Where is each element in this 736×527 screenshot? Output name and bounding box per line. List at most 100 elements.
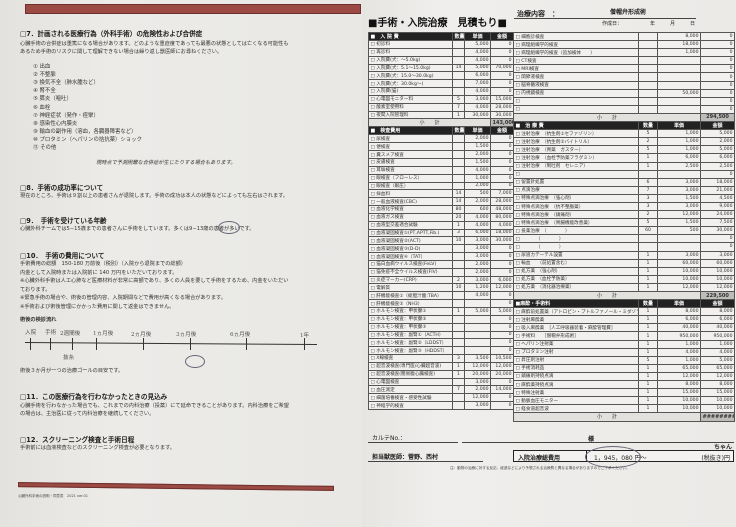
item-qty: 1	[452, 220, 465, 230]
item-qty	[452, 87, 465, 96]
subtotal-amount: 229,500	[700, 290, 735, 301]
item-qty: 2	[452, 275, 465, 285]
line-item-row: □ 血液化学検査 80 600 48,000	[368, 205, 514, 214]
item-name: □ ホルモン検査：甲状腺②	[368, 314, 453, 324]
item-name: □ ヘパリン注射薬	[513, 339, 639, 349]
column-header-amount: 金額	[490, 126, 514, 136]
item-name: □ 特殊注射薬	[513, 388, 639, 398]
item-name: □ 手術消耗品	[513, 363, 639, 373]
item-amount: 65,000	[700, 363, 735, 373]
item-qty	[452, 291, 465, 301]
item-amount: 0	[700, 64, 735, 74]
timeline-below-label: 抜糸	[63, 355, 75, 361]
item-amount: 0	[490, 134, 514, 144]
item-name: □ 留置針処置	[513, 177, 639, 187]
item-amount: 2,500	[700, 161, 735, 171]
timeline-tick	[190, 338, 191, 350]
item-qty: 3	[452, 354, 465, 363]
timeline-line	[25, 341, 317, 346]
item-amount: 10,500	[490, 354, 514, 363]
line-item-row: □ 血液型交差適合試験 1 4,000 4,000	[368, 220, 514, 230]
item-qty	[452, 338, 465, 348]
item-unit-price: 3,000	[464, 94, 491, 104]
item-amount: 0	[490, 330, 514, 340]
item-amount: 0	[700, 88, 735, 98]
item-name: □ 超音波検査(専門医/心臓超音波)	[368, 361, 453, 371]
item-name: □ ホルモン検査：甲状腺①	[368, 307, 453, 316]
item-unit-price: 12,000	[657, 282, 701, 293]
item-qty: 60	[638, 226, 658, 236]
item-name: □ 細菌培養検査・感受性試験	[368, 393, 453, 403]
line-item-row: □ MRI検査 0	[513, 64, 735, 74]
item-qty	[638, 242, 658, 252]
item-amount: 0	[490, 71, 514, 81]
line-item-row: □ 処方薬 （強心剤） 1 10,000 10,000	[513, 266, 735, 276]
item-unit-price: 1,500	[464, 142, 491, 152]
item-name: □ 入院費(犬：5.1～15.0kg)	[368, 63, 453, 73]
item-unit-price: 2,000	[464, 134, 491, 144]
treatment-underline	[514, 18, 696, 19]
timeline-label: 3ヵ月後	[176, 332, 197, 338]
item-qty: 1	[638, 274, 658, 284]
item-qty	[452, 377, 465, 387]
line-item-row: □ 特殊点滴治療 （胃腸機能改善薬） 5 1,500 7,500	[513, 218, 735, 228]
item-amount: 0	[490, 142, 514, 152]
item-amount: 60,000	[700, 258, 735, 268]
item-unit-price: 3,000	[464, 236, 491, 246]
item-amount: 0	[700, 40, 735, 50]
section-11-text: 心臓手術を行わなかった場合でも、これまでの内科治療（投薬）にて延命できることがあ…	[20, 403, 289, 409]
line-item-row: □ ホルモン検査：甲状腺① 1 5,000 5,000	[368, 307, 514, 316]
section-title: ■ 入 院 費	[368, 32, 453, 41]
item-name: □ 心電図モニター料	[368, 94, 453, 104]
item-qty	[638, 56, 658, 66]
line-item-row: □ 点滴治療 7 3,000 21,000	[513, 185, 735, 195]
item-name: □ 内視鏡検査	[513, 88, 639, 98]
item-amount: 7,000	[490, 189, 514, 199]
item-qty: 1	[638, 258, 658, 268]
line-item-row: □ 麻酔薬持続点滴 1 8,000 8,000	[513, 380, 735, 390]
complication-item: ⑩ プロタミン（ヘパリンの拮抗薬）ショック	[33, 136, 142, 143]
section-12-text: 手術前には血液検査などのスクリーニング検査が必要となります。	[20, 445, 175, 451]
item-name: □ 便検査	[368, 142, 453, 152]
complication-item: ① 出血	[33, 64, 51, 70]
header-bar	[25, 4, 361, 14]
line-item-row: □ プロタミン注射 1 4,000 4,000	[513, 347, 735, 357]
item-amount: 0	[490, 377, 514, 387]
complication-item: ② 不整脈	[33, 72, 56, 79]
item-qty: 1	[638, 153, 658, 163]
line-item-row: □ 注射治療 （抗生剤②バイトリル） 2 1,000 2,000	[513, 137, 735, 147]
item-name: □ CT検査	[513, 56, 639, 66]
item-unit-price: 4,000	[464, 220, 491, 230]
item-qty: 1	[638, 363, 658, 373]
item-qty: 10	[452, 283, 465, 293]
item-unit-price: 3,000	[464, 275, 491, 285]
timeline-tick	[246, 338, 247, 350]
item-unit-price: 4,000	[657, 347, 701, 357]
item-qty: 1	[638, 250, 658, 260]
item-name: □	[513, 104, 639, 114]
item-unit-price	[657, 64, 701, 74]
line-item-row: □ 昇圧剤注射 5 1,000 5,000	[513, 355, 735, 365]
subtotal-label: 小 計	[513, 290, 701, 301]
complication-item: ⑨ 輸血の副作用（溶血，各臓器障害など）	[33, 128, 137, 135]
item-name: □	[513, 169, 639, 179]
line-item-row: □ 神経学的検査 3,000 0	[368, 401, 514, 410]
section-10-text: ております。	[20, 286, 51, 293]
item-amount: 80,000	[490, 212, 514, 222]
item-unit-price: 1,500	[464, 157, 491, 167]
item-amount: 6,000	[490, 275, 514, 285]
item-name: □ 夜間入院管理料	[368, 110, 453, 120]
vet-line	[368, 461, 483, 462]
item-unit-price: 8,000	[657, 307, 701, 317]
item-name: □ 一般血液検査(CBC)	[368, 197, 453, 207]
item-name: □ 鎮痛剤持続点滴	[513, 371, 639, 382]
item-unit-price	[657, 234, 701, 244]
section-7-text: 心臓手術の合併症は重篤になる場合があります。どのような重症度であっても最悪の状態…	[20, 41, 289, 47]
line-item-row: □ 入院費(犬：30.0kg～) 7,000 0	[368, 79, 514, 89]
item-amount: 0	[490, 259, 514, 269]
item-qty: 1	[638, 347, 658, 357]
item-qty: 1	[452, 110, 465, 120]
item-name: □ 輸血 （前処置含む）	[513, 258, 639, 268]
section-header-row: ■麻酔・手術料 数量 単価 金額	[513, 299, 735, 309]
item-amount: 48,000	[490, 205, 514, 214]
